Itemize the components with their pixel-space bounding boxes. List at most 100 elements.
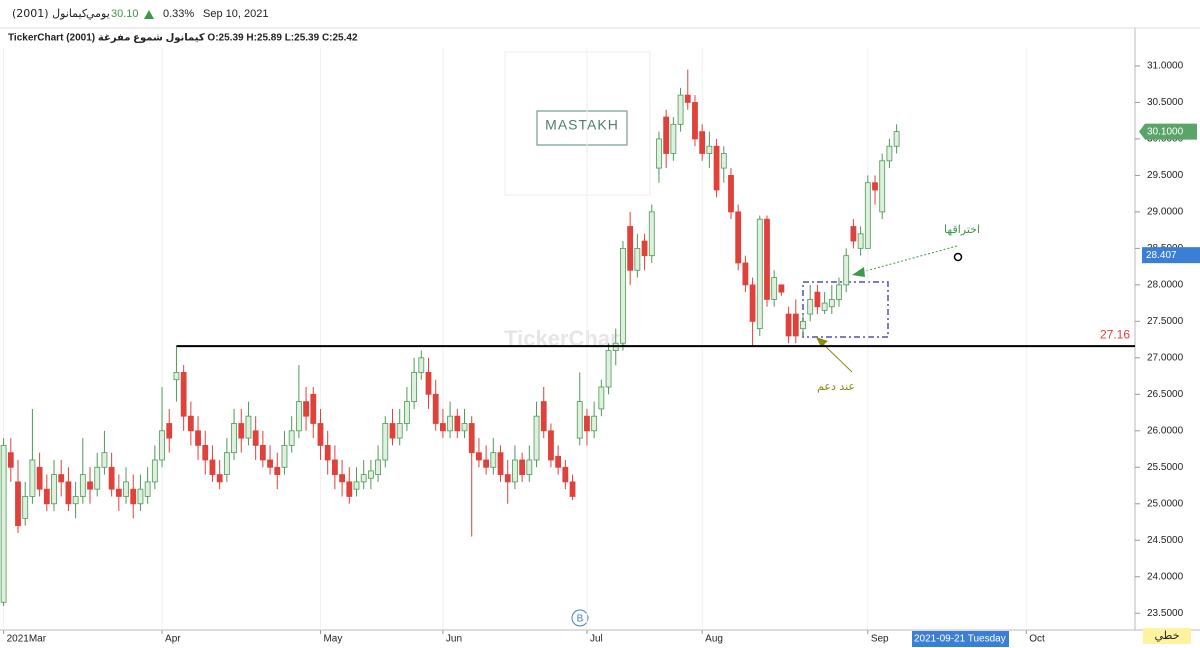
arrow-line — [861, 245, 958, 273]
candle-body — [792, 313, 799, 337]
cursor — [953, 252, 963, 262]
candle-body — [764, 218, 770, 300]
y-tick-label: 25.0000 — [1147, 498, 1184, 509]
y-tick-label: 23.5000 — [1147, 608, 1184, 619]
arrow-line — [821, 342, 853, 373]
candle-body — [872, 182, 878, 191]
candle-body — [267, 459, 273, 468]
candle-body — [728, 174, 734, 213]
candle-body — [540, 401, 547, 432]
candle-body — [317, 423, 324, 446]
price: 30.10 — [111, 8, 139, 20]
style-label[interactable]: خطي — [1155, 629, 1180, 642]
candle-body — [396, 423, 403, 439]
candle-body — [22, 496, 29, 519]
candle-body — [79, 474, 86, 497]
candle-body — [216, 474, 223, 483]
candle-body — [548, 430, 554, 461]
candle-body — [331, 459, 338, 475]
symbol: كيمانول (2001) — [12, 7, 88, 20]
candle-body — [569, 481, 576, 497]
logo-box — [536, 110, 628, 146]
crosshair-price-label: 28.407 — [1146, 250, 1177, 261]
candle-body — [87, 481, 93, 490]
y-tick-label: 31.0000 — [1147, 61, 1184, 72]
candle-body — [173, 372, 180, 381]
x-tick-label: Sep — [871, 634, 889, 645]
candle-body — [555, 455, 562, 468]
candle-body — [526, 459, 533, 475]
candle-body — [641, 240, 648, 257]
y-tick-label: 29.0000 — [1147, 207, 1184, 218]
arrow-head — [852, 267, 865, 277]
candle-body — [656, 138, 662, 169]
marker-circle — [571, 609, 589, 627]
candle-body — [310, 393, 317, 424]
candle-body — [432, 393, 439, 424]
candle-body — [65, 481, 72, 505]
candle-body — [497, 452, 504, 475]
style-box[interactable] — [1143, 628, 1191, 644]
y-tick-label: 30.5000 — [1147, 97, 1184, 108]
candle-body — [115, 488, 122, 497]
y-tick-label: 27.5000 — [1147, 316, 1184, 327]
candle-body — [411, 372, 418, 403]
candle-body — [785, 313, 792, 337]
candle-body — [339, 474, 345, 483]
candle-body — [735, 211, 742, 264]
candle-body — [43, 488, 50, 505]
marker: B — [577, 614, 584, 625]
candle-body — [670, 123, 677, 154]
candle-body — [223, 452, 230, 475]
candle-body — [389, 423, 396, 439]
candle-body — [512, 459, 518, 483]
candle-body — [130, 488, 137, 505]
candle-body — [648, 211, 655, 257]
candle-body — [576, 401, 583, 439]
candle-body — [828, 299, 835, 308]
period: يومي — [86, 7, 110, 20]
candle-body — [51, 474, 57, 505]
candle-body — [483, 459, 490, 468]
candle-body — [893, 131, 900, 147]
candle-body — [778, 284, 785, 293]
candle-body — [231, 423, 237, 454]
candle-body — [677, 94, 684, 125]
annotation: اختراقها — [944, 223, 980, 236]
candle-body — [295, 401, 302, 432]
candle-body — [562, 466, 569, 483]
candle-body — [800, 320, 806, 330]
candle-body — [36, 466, 43, 490]
candle-body — [180, 372, 187, 417]
annotation: عند دعم — [817, 380, 855, 393]
candle-body — [771, 277, 778, 300]
x-tick-label: May — [323, 634, 342, 645]
logo-frame — [504, 51, 651, 196]
candle-body — [274, 466, 281, 475]
candle-body — [58, 474, 65, 483]
candle-body — [584, 415, 590, 432]
y-tick-label: 27.0000 — [1147, 352, 1184, 363]
candle-body — [504, 474, 511, 483]
candle-body — [94, 466, 101, 490]
change: 0.33% — [163, 8, 194, 20]
candle-body — [713, 145, 720, 191]
candle-body — [360, 474, 367, 483]
candle-body — [684, 94, 691, 103]
candle-body — [468, 423, 475, 454]
level-label: 27.16 — [1100, 327, 1130, 341]
candle-body — [807, 299, 814, 315]
candle-body — [29, 459, 36, 497]
crosshair-price-tag — [1142, 247, 1200, 264]
y-tick-label: 24.5000 — [1147, 535, 1184, 546]
candle-body — [101, 452, 108, 468]
candle-body — [151, 459, 158, 483]
candle-body — [864, 182, 871, 249]
candle-body — [836, 284, 842, 300]
y-tick-label: 26.0000 — [1147, 425, 1184, 436]
y-tick-label: 29.5000 — [1147, 170, 1184, 181]
candle-body — [620, 247, 626, 344]
candle-body — [353, 481, 360, 490]
candle-body — [706, 145, 713, 154]
y-tick-label: 24.0000 — [1147, 571, 1184, 582]
